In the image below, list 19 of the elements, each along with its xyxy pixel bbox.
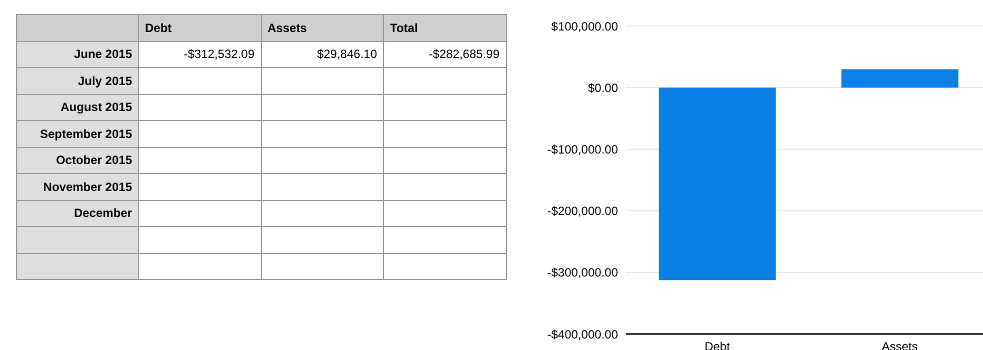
y-tick-label: $100,000.00 xyxy=(551,19,618,34)
category-label: July 2015 xyxy=(78,74,132,88)
text: -$282,685.99 xyxy=(428,47,500,62)
category-label: October 2015 xyxy=(56,153,132,168)
y-tick-label: $0.00 xyxy=(588,80,618,95)
category-label: August 2015 xyxy=(60,100,132,114)
category-label: Debt xyxy=(138,14,261,41)
text: $29,846.10 xyxy=(316,47,377,62)
category-label: June 2015 xyxy=(74,47,132,62)
category-label: December xyxy=(74,206,132,220)
y-tick-label: -$300,000.00 xyxy=(547,266,618,280)
y-tick-label: -$200,000.00 xyxy=(547,204,618,218)
y-tick-label: -$100,000.00 xyxy=(547,142,618,156)
y-tick-label: -$400,000.00 xyxy=(547,327,618,342)
category-label: September 2015 xyxy=(40,126,132,141)
category-label: Assets xyxy=(261,14,384,41)
text: -$312,532.09 xyxy=(184,47,254,62)
category-label: Total xyxy=(384,14,506,41)
category-label: November 2015 xyxy=(43,180,132,194)
